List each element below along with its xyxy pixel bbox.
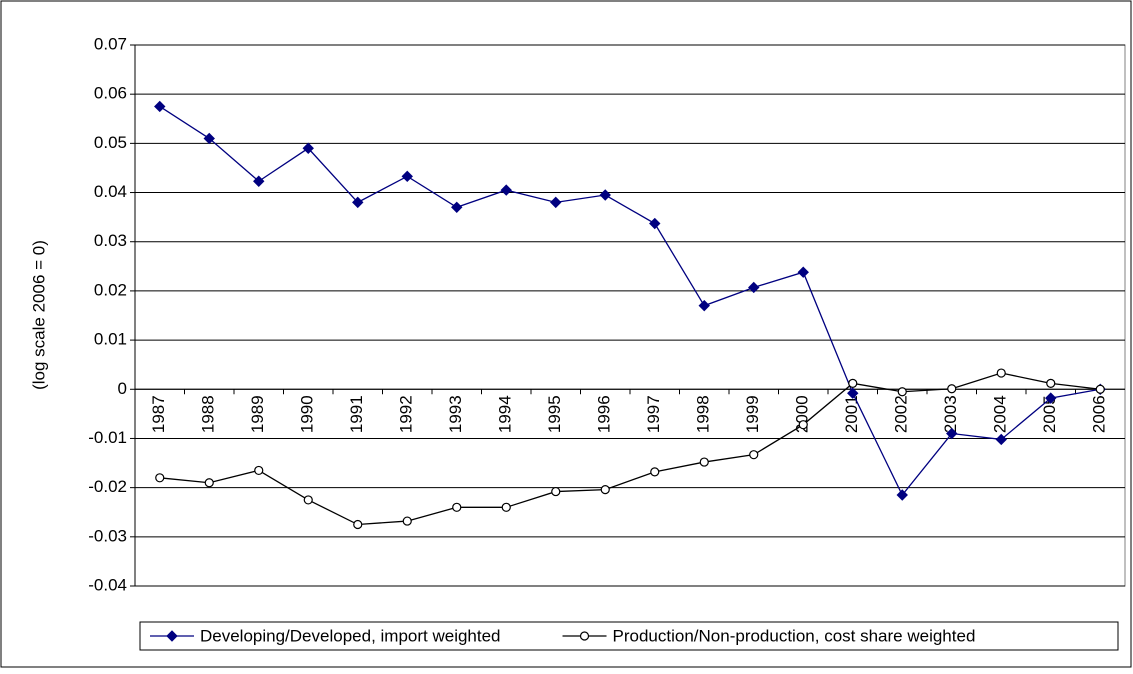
x-tick-label: 2001 <box>842 395 861 433</box>
y-tick-label: -0.04 <box>88 575 127 594</box>
data-point <box>154 100 166 113</box>
data-point <box>452 502 462 512</box>
data-point <box>649 217 661 230</box>
data-point <box>203 132 215 145</box>
x-tick-label: 1990 <box>298 395 317 433</box>
data-point <box>848 378 858 388</box>
x-tick-label: 2002 <box>892 395 911 433</box>
data-point <box>699 457 709 467</box>
data-point <box>1046 378 1056 388</box>
y-tick-label: -0.03 <box>88 526 127 545</box>
x-tick-label: 1989 <box>248 395 267 433</box>
data-point <box>896 489 908 501</box>
data-point <box>749 450 759 460</box>
y-tick-label: 0.05 <box>94 133 127 152</box>
data-point <box>698 299 710 312</box>
y-tick-label: 0.03 <box>94 231 127 250</box>
x-tick-label: 1987 <box>149 395 168 433</box>
data-point <box>946 427 958 440</box>
y-tick-label: -0.02 <box>88 477 127 496</box>
y-tick-label: 0.04 <box>94 182 127 201</box>
series-line <box>159 105 1101 497</box>
data-point <box>451 201 463 214</box>
data-point <box>353 519 363 530</box>
x-tick-label: 1992 <box>397 395 416 433</box>
data-point <box>947 384 957 394</box>
data-point <box>579 631 590 641</box>
data-point <box>204 478 214 488</box>
y-tick-label: 0 <box>118 379 127 398</box>
x-tick-label: 1999 <box>743 395 762 433</box>
data-point <box>551 486 561 497</box>
data-point <box>500 184 512 196</box>
y-tick-label: 0.06 <box>94 84 127 103</box>
data-point <box>302 142 314 154</box>
data-point <box>847 387 859 399</box>
data-point <box>501 502 511 512</box>
data-point <box>166 630 178 642</box>
legend-box <box>139 621 1119 651</box>
x-tick-label: 1998 <box>694 395 713 433</box>
data-point <box>996 368 1006 378</box>
data-point <box>303 495 313 505</box>
data-point <box>650 467 660 477</box>
y-tick-label: 0.01 <box>94 330 127 349</box>
x-tick-label: 1997 <box>644 395 663 433</box>
x-tick-label: 1991 <box>347 395 366 433</box>
y-tick-label: 0.02 <box>94 280 127 299</box>
data-point <box>401 170 413 183</box>
x-tick-label: 2003 <box>941 395 960 433</box>
data-point <box>1095 384 1105 394</box>
data-point <box>155 473 165 483</box>
data-point <box>402 516 412 526</box>
y-tick-label: -0.01 <box>88 428 127 447</box>
legend-label: Production/Non-production, cost share we… <box>613 626 976 645</box>
data-point <box>599 189 611 201</box>
x-tick-label: 1996 <box>595 395 614 433</box>
data-point <box>1045 392 1057 404</box>
data-point <box>995 433 1007 446</box>
data-point <box>254 465 264 476</box>
data-point <box>253 175 265 187</box>
data-point <box>797 266 809 278</box>
data-point <box>600 485 610 495</box>
series-line <box>159 372 1101 526</box>
x-tick-label: 2004 <box>991 395 1010 433</box>
data-point <box>352 196 364 209</box>
data-point <box>550 196 562 209</box>
x-tick-label: 2005 <box>1040 395 1059 433</box>
data-point <box>748 281 760 294</box>
x-tick-label: 1995 <box>545 395 564 433</box>
data-point <box>897 387 907 397</box>
data-point <box>798 420 808 430</box>
y-axis-title: (log scale 2006 = 0) <box>29 240 48 390</box>
legend-label: Developing/Developed, import weighted <box>200 626 501 645</box>
y-tick-label: 0.07 <box>94 34 127 53</box>
x-tick-label: 1988 <box>199 395 218 433</box>
plot-area <box>134 44 1126 587</box>
x-tick-label: 1994 <box>496 395 515 433</box>
x-tick-label: 2006 <box>1090 395 1109 433</box>
x-tick-label: 1993 <box>446 395 465 433</box>
